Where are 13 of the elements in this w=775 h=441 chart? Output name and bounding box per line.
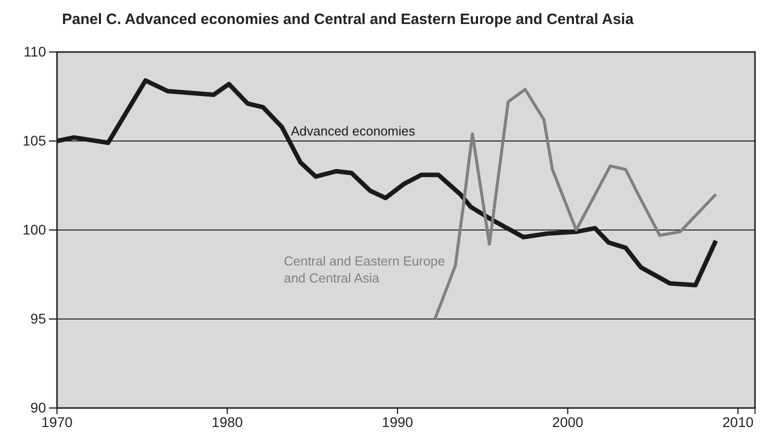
x-tick-label: 1970 bbox=[41, 414, 73, 430]
x-tick-label: 1980 bbox=[212, 414, 244, 430]
y-tick-label: 110 bbox=[24, 43, 46, 60]
series-label: Central and Eastern Europe and Central Asia bbox=[284, 254, 446, 286]
chart-title: Panel C. Advanced economies and Central and Eastern Europe and Central Asia bbox=[62, 11, 634, 28]
x-tick-label: 1990 bbox=[382, 414, 414, 430]
x-tick-label: 2000 bbox=[552, 414, 584, 430]
y-tick-label: 95 bbox=[30, 310, 46, 326]
series-label: Advanced economies bbox=[290, 124, 416, 139]
y-tick-label: 100 bbox=[22, 221, 46, 238]
y-tick-label: 90 bbox=[30, 399, 46, 416]
y-tick-label: 105 bbox=[22, 132, 46, 148]
x-tick-label: 2010 bbox=[722, 414, 754, 430]
